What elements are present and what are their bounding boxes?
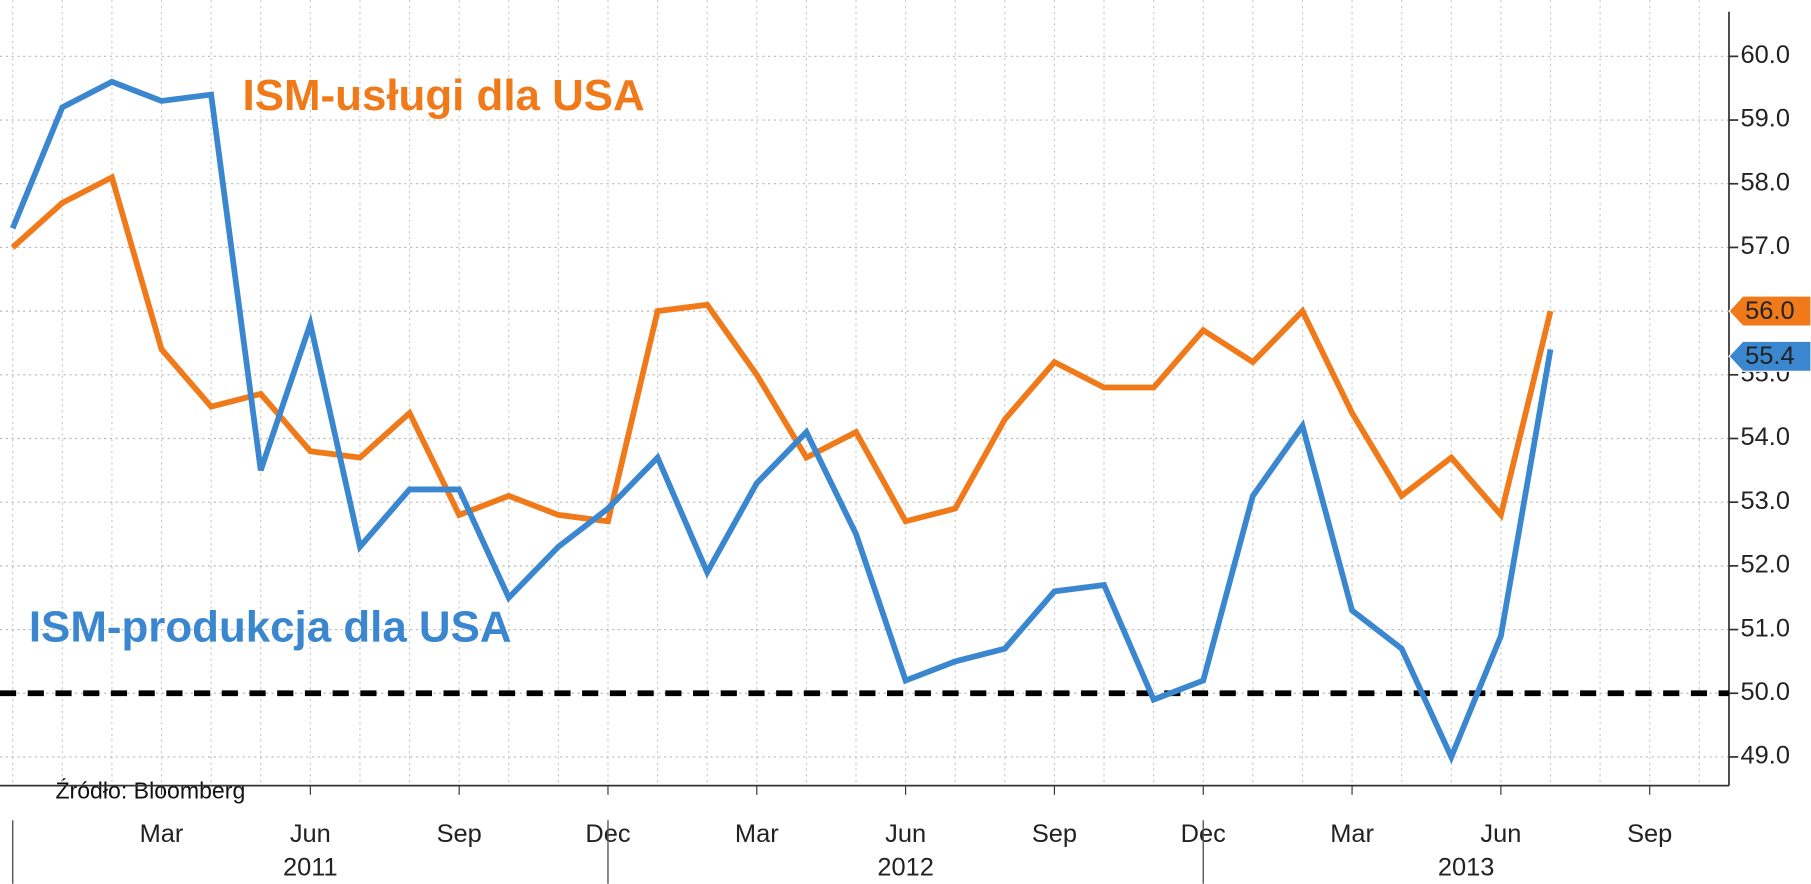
value-tag [1728,340,1811,372]
year-label: 2012 [877,853,933,881]
y-tick-label: 49.0 [1741,742,1790,770]
year-label: 2011 [283,853,338,881]
source-note: Źródło: Bloomberg [55,778,245,804]
year-label: 2013 [1438,853,1494,881]
y-tick-label: 57.0 [1741,232,1790,260]
series-line [10,78,1554,765]
value-label: 55.4 [1745,342,1794,370]
x-tick-label: Sep [437,820,482,848]
y-tick-label: 51.0 [1741,614,1790,642]
y-tick-label: 58.0 [1741,168,1790,196]
x-tick-label: Sep [1627,820,1672,848]
x-tick-label: Jun [290,820,331,848]
x-tick-label: Jun [1480,820,1521,848]
y-tick-label: 52.0 [1741,551,1790,579]
y-tick-label: 60.0 [1741,41,1790,69]
series-label: ISM-produkcja dla USA [29,602,512,651]
x-tick-label: Jun [885,820,926,848]
series-label: ISM-usługi dla USA [243,71,645,120]
value-tag [1728,295,1811,327]
series-line [10,173,1554,525]
y-tick-label: 59.0 [1741,105,1790,133]
y-tick-label: 53.0 [1741,487,1790,515]
y-tick-label: 54.0 [1741,423,1790,451]
x-tick-label: Mar [735,820,779,848]
x-tick-label: Mar [1330,820,1374,848]
x-tick-label: Mar [140,820,184,848]
value-label: 56.0 [1745,297,1794,325]
x-tick-label: Sep [1032,820,1077,848]
y-tick-label: 50.0 [1741,678,1790,706]
